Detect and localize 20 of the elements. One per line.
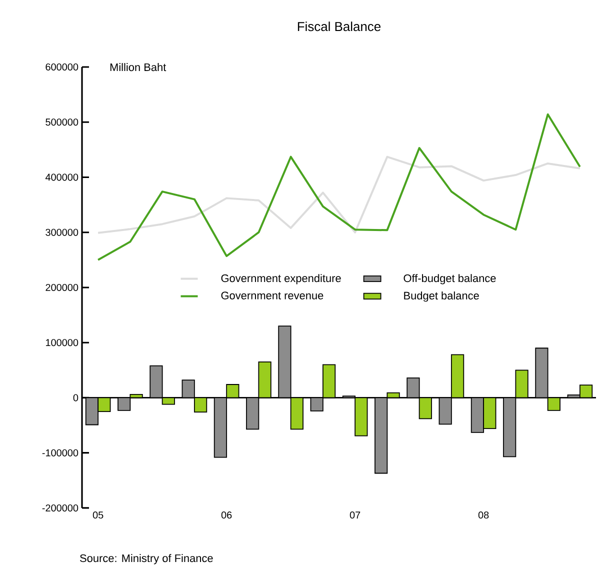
y-tick-label: 600000 bbox=[46, 64, 78, 71]
legend-label: Budget balance bbox=[404, 292, 479, 302]
y-tick-label: 300000 bbox=[46, 229, 78, 236]
x-tick-label: 07 bbox=[350, 512, 360, 519]
y-tick-label: 100000 bbox=[46, 339, 78, 346]
y-tick-label: 500000 bbox=[46, 118, 78, 126]
legend-label: Government expenditure bbox=[221, 274, 341, 284]
y-axis-title: Million Baht bbox=[110, 63, 166, 72]
x-tick-label: 05 bbox=[92, 512, 104, 519]
x-tick-label: 06 bbox=[221, 512, 232, 519]
legend-label: Off-budget balance bbox=[404, 274, 496, 284]
legend-label: Government revenue bbox=[221, 292, 324, 300]
y-tick-label: 200000 bbox=[46, 284, 78, 292]
x-tick-label: 08 bbox=[478, 512, 489, 519]
y-tick-label: -200000 bbox=[42, 504, 78, 512]
y-tick-label: -100000 bbox=[42, 450, 78, 457]
chart-title: Fiscal Balance bbox=[298, 22, 381, 32]
y-tick-label: 0 bbox=[73, 394, 78, 402]
y-tick-label: 400000 bbox=[45, 174, 78, 181]
source-note: Source: Ministry of Finance bbox=[80, 554, 213, 564]
